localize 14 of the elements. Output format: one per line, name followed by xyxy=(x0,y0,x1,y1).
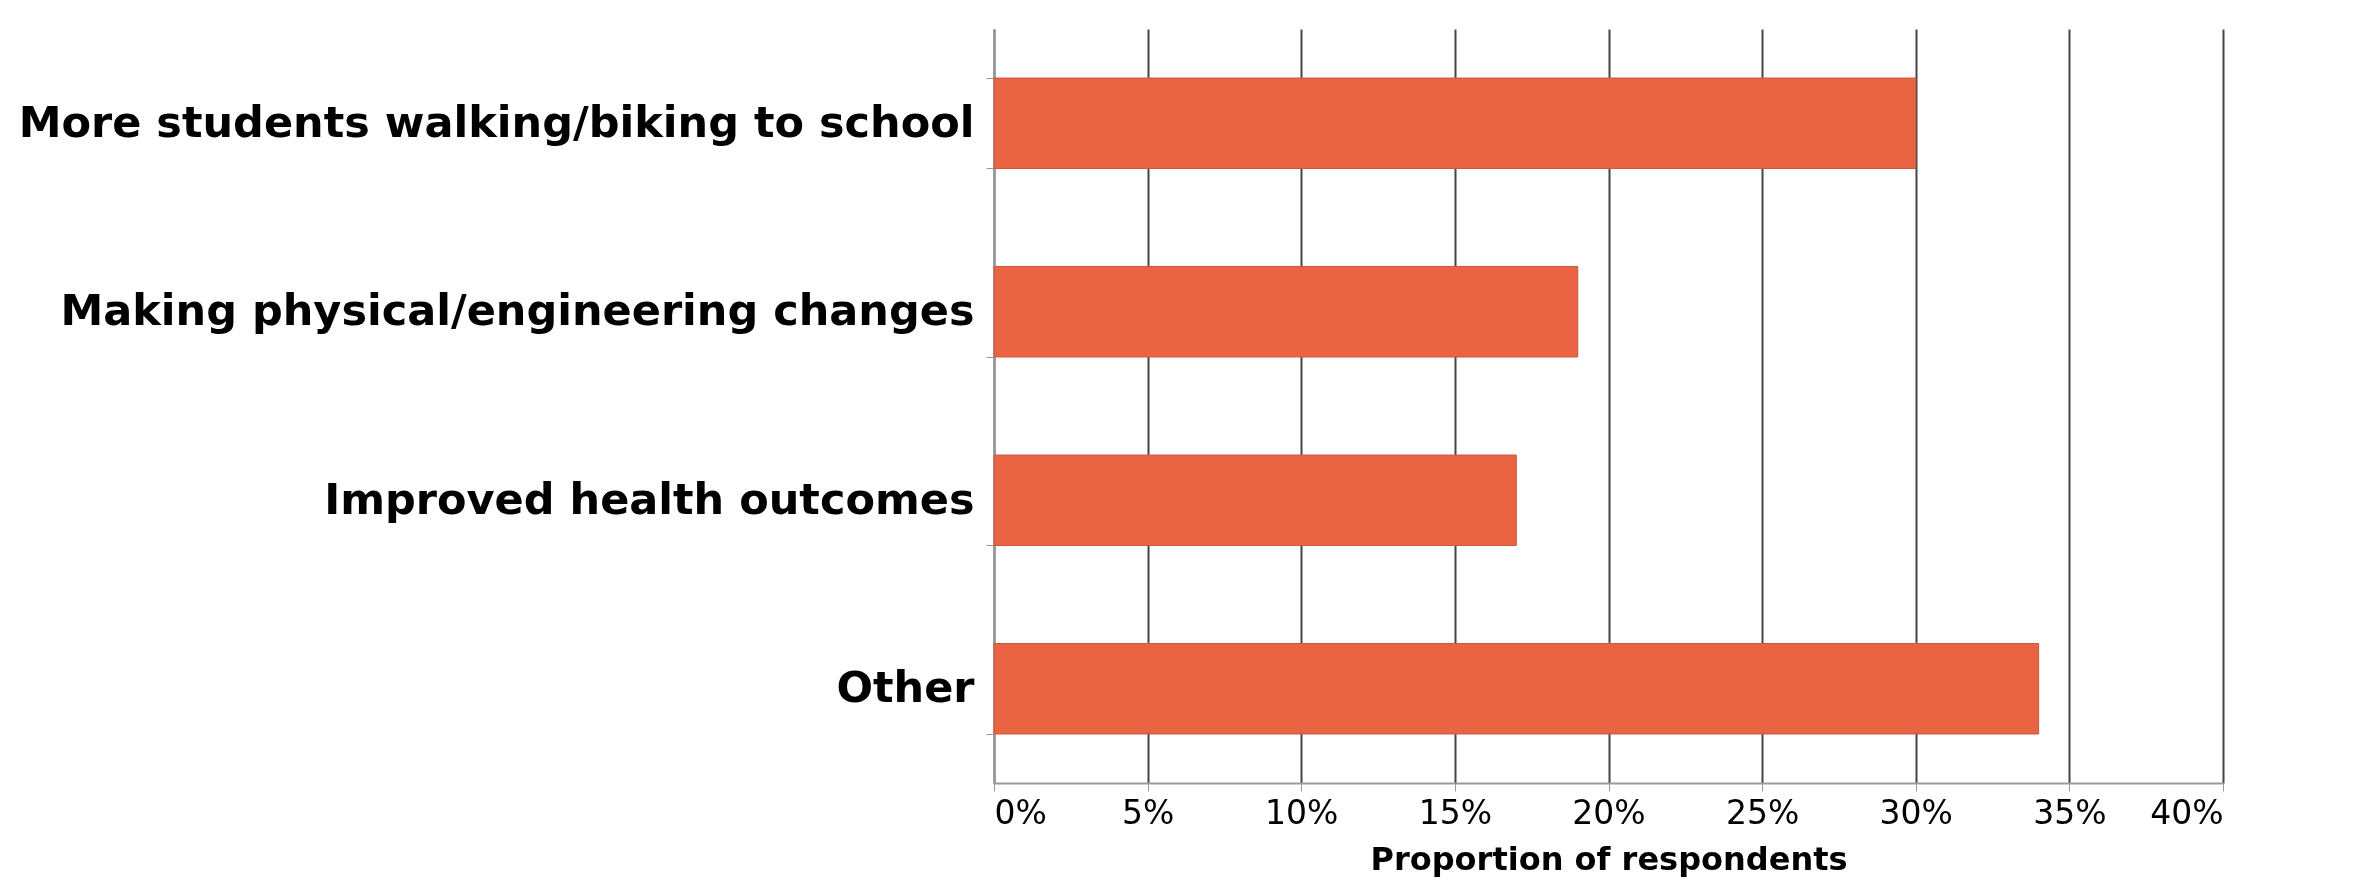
y-tick-label: Making physical/engineering changes xyxy=(60,285,975,336)
x-tick-label: 5% xyxy=(1121,792,1175,832)
x-tick-label: 40% xyxy=(2150,792,2224,832)
x-tick-label: 20% xyxy=(1572,792,1646,832)
y-tick-label: More students walking/biking to school xyxy=(18,96,975,147)
x-tick-label: 25% xyxy=(1725,792,1800,832)
y-tick-label: Improved health outcomes xyxy=(324,473,975,524)
x-tick-label: 35% xyxy=(2033,792,2107,832)
x-axis-title: Proportion of respondents xyxy=(1370,839,1848,878)
x-tick-label: 30% xyxy=(1879,792,1953,832)
x-tick-label: 15% xyxy=(1418,792,1493,832)
y-tick-label: Other xyxy=(836,662,976,713)
x-tick-label: 10% xyxy=(1265,792,1339,832)
x-tick-label: 0% xyxy=(994,792,1047,832)
